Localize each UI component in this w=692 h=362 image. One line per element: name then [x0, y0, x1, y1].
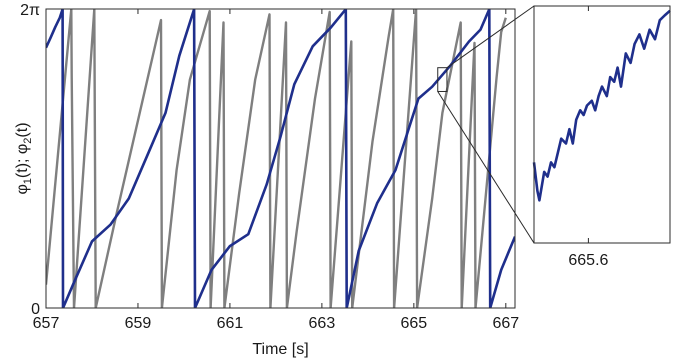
inset-plot-frame: [533, 5, 671, 244]
zoom-connector-top: [446, 5, 535, 69]
inset-series-group: [532, 9, 671, 202]
main-plot-frame: [45, 8, 516, 309]
y-axis-label: φ1(t); φ2(t): [14, 122, 34, 194]
y-label-phi1-sub: 1: [22, 178, 34, 184]
y-label-phi2-arg: (t): [14, 122, 31, 137]
x-tick-label-0: 657: [33, 315, 60, 332]
inset-plot: 665.6: [532, 5, 671, 269]
y-label-phi1-arg: (t);: [14, 154, 31, 178]
inset-background: [534, 6, 670, 243]
y-label-phi1: φ: [14, 184, 31, 194]
zoom-marker: [437, 5, 535, 244]
x-tick-label-4: 665: [400, 315, 427, 332]
inset-ticks: 665.6: [568, 6, 609, 269]
x-tick-label-1: 659: [125, 315, 152, 332]
inset-series-line-1: [532, 9, 671, 202]
x-tick-label-5: 667: [492, 315, 519, 332]
y-tick-label-1: 2π: [20, 2, 40, 19]
zoom-source-rectangle: [437, 67, 448, 92]
main-series-line-2: [46, 9, 515, 308]
main-ticks: 657 659 661 663 665 667 0 2π: [20, 2, 519, 332]
x-axis-label: Time [s]: [252, 341, 308, 358]
main-series-group: [46, 9, 515, 308]
x-tick-label-2: 661: [217, 315, 244, 332]
main-series-line-1: [46, 9, 507, 308]
zoom-connector-bottom: [437, 91, 535, 244]
y-label-phi2-sub: 2: [22, 138, 34, 144]
x-tick-label-3: 663: [309, 315, 336, 332]
inset-x-tick-label-0: 665.6: [568, 252, 608, 269]
y-label-phi2: φ: [14, 144, 31, 154]
y-tick-label-0: 0: [31, 301, 40, 318]
